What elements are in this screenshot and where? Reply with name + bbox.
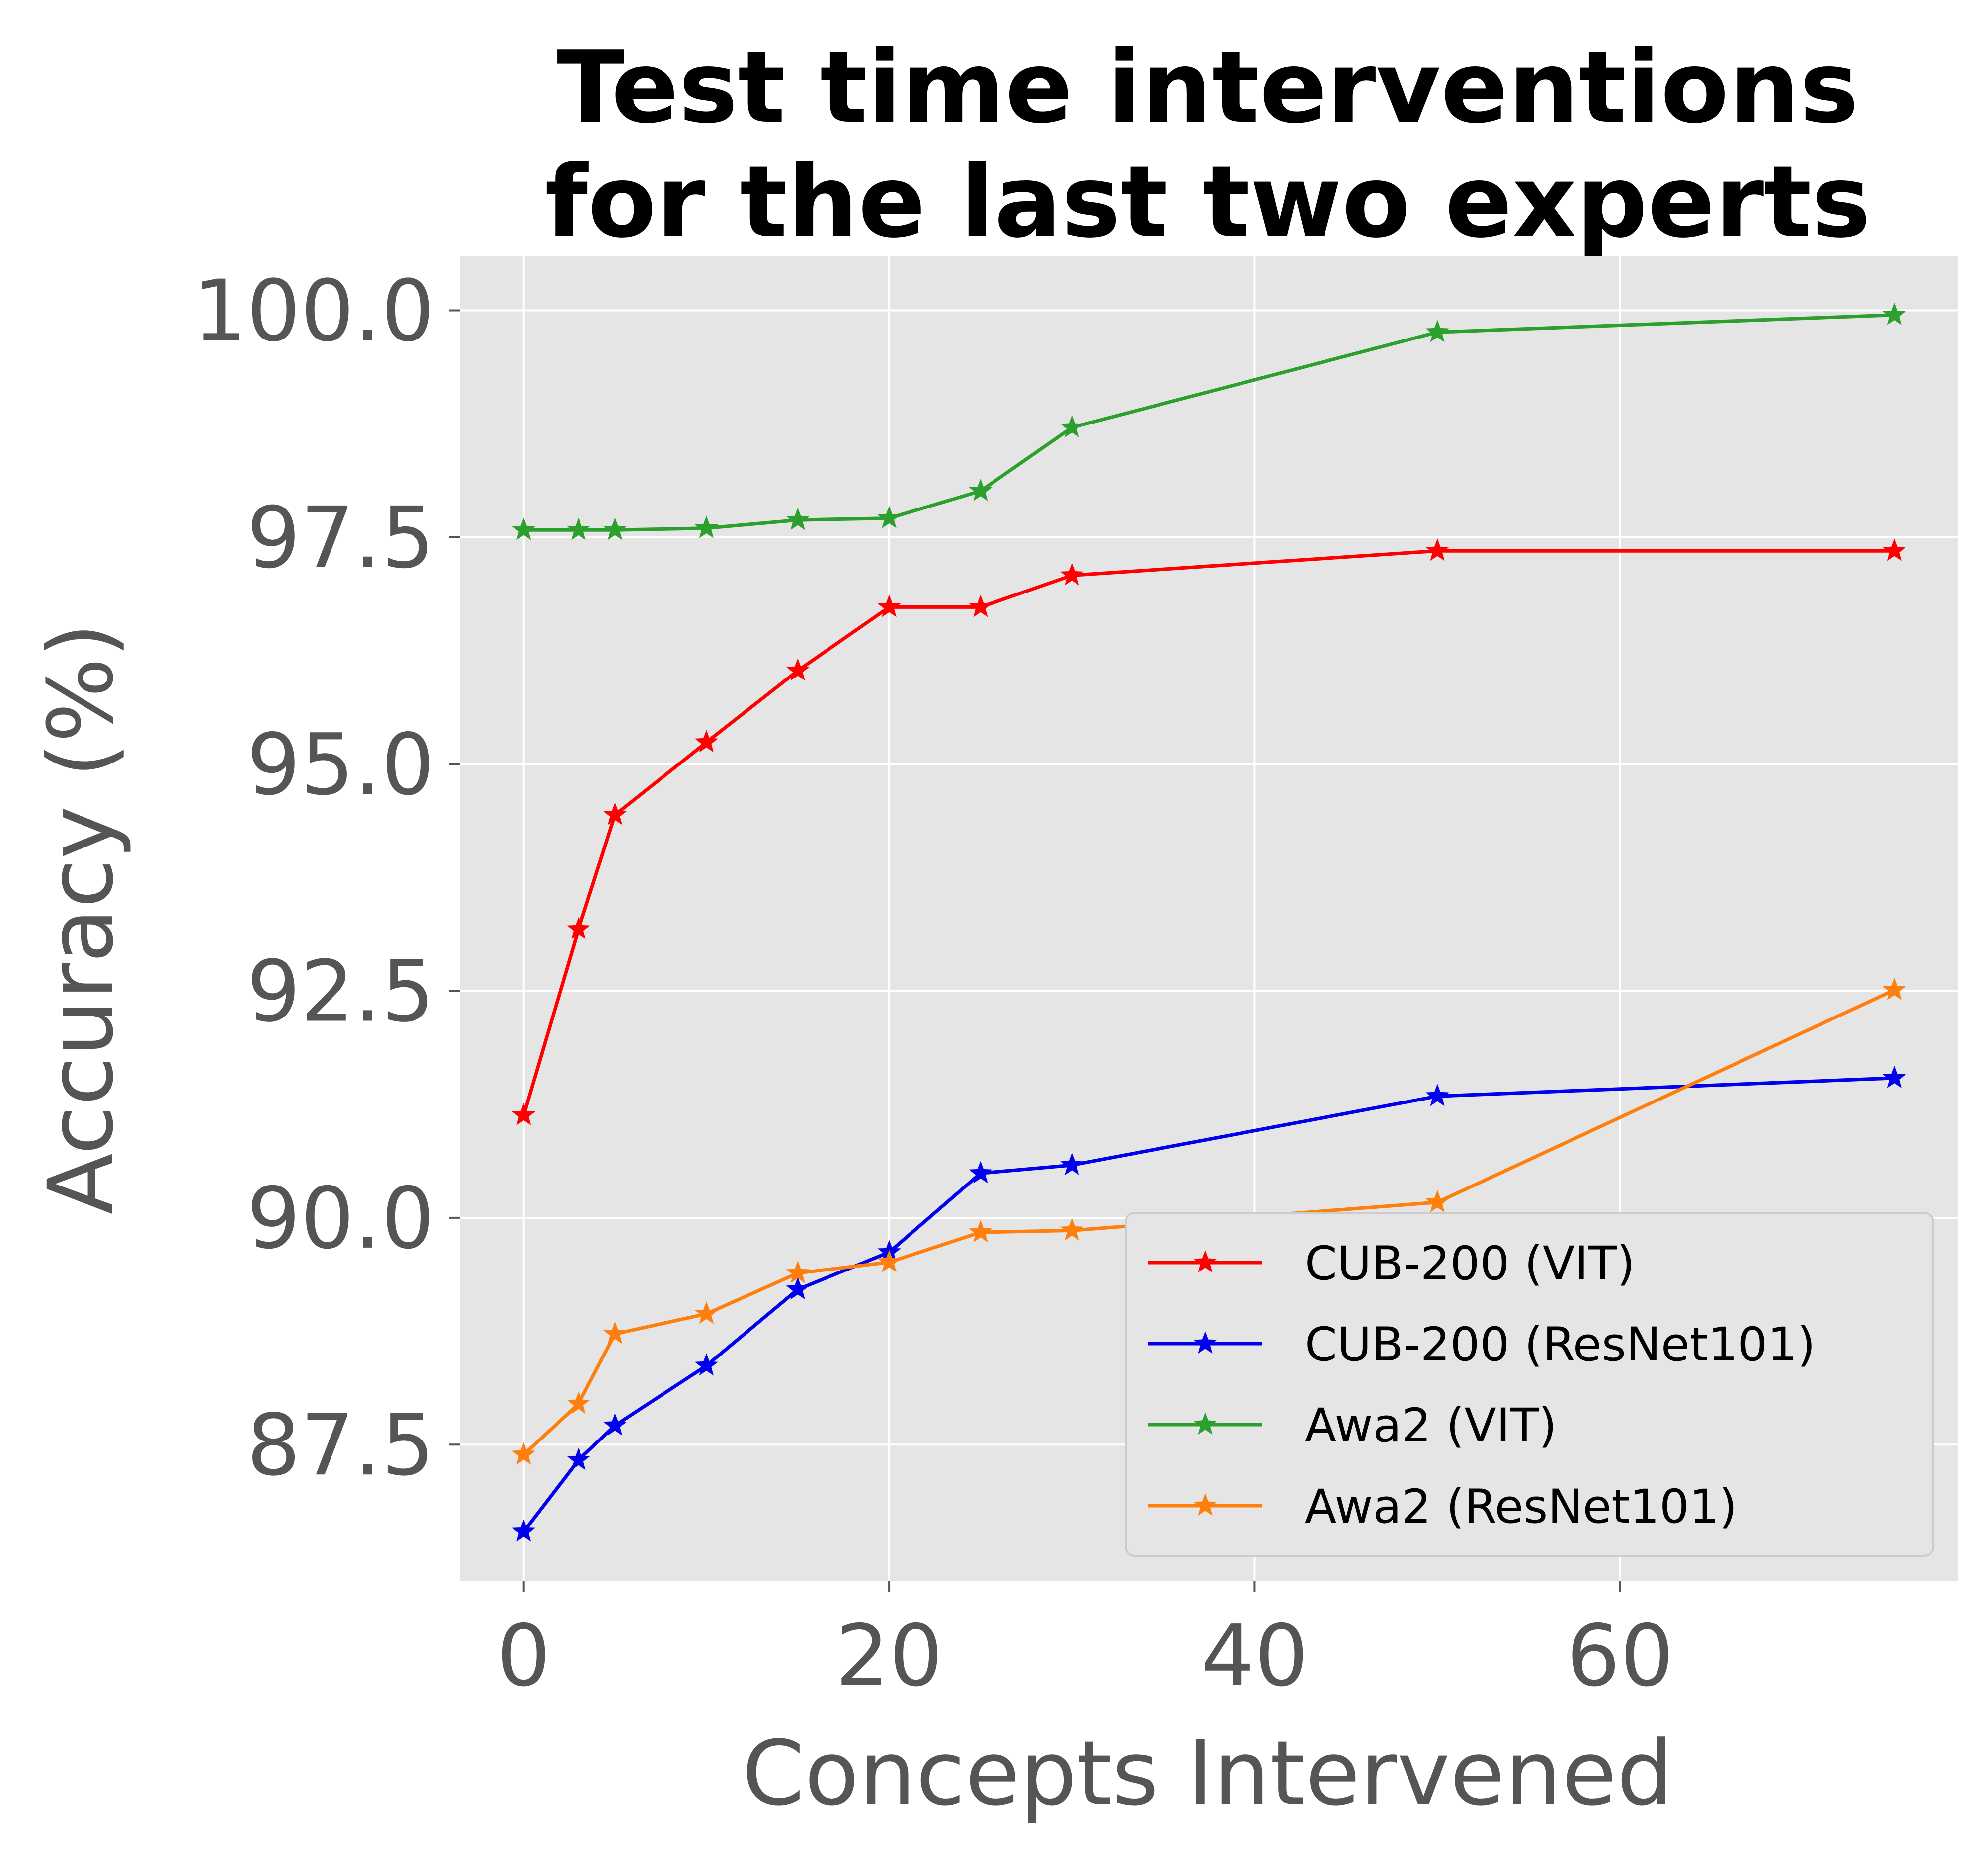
data-point xyxy=(877,1250,901,1272)
y-tick-label: 95.0 xyxy=(247,716,435,814)
legend-label: CUB-200 (VIT) xyxy=(1305,1237,1635,1291)
y-tick-label: 100.0 xyxy=(193,262,435,361)
data-point xyxy=(786,1261,810,1283)
data-point xyxy=(969,478,993,501)
data-point xyxy=(567,517,590,540)
series-line-cub-200-vit xyxy=(522,549,1895,1116)
data-point xyxy=(567,917,590,939)
data-point xyxy=(969,594,993,617)
legend-item-cub-200-resnet101: CUB-200 (ResNet101) xyxy=(1148,1318,1816,1372)
legend-marker xyxy=(1193,1493,1217,1516)
axis-ticks: 0 20 40 60 87.5 90.0 92.5 95.0 97.5 100.0 xyxy=(193,262,1674,1705)
legend-marker xyxy=(1193,1331,1217,1354)
data-point xyxy=(1882,302,1906,325)
legend-box xyxy=(1125,1212,1934,1557)
data-point xyxy=(603,517,627,540)
data-point xyxy=(512,1442,536,1465)
data-point xyxy=(1425,1084,1449,1106)
legend-marker xyxy=(1193,1412,1217,1435)
legend: CUB-200 (VIT) CUB-200 (ResNet101) Awa2 (VI… xyxy=(1125,1212,1934,1557)
data-point xyxy=(603,1321,627,1344)
y-tick-label: 87.5 xyxy=(247,1396,435,1495)
y-tick-label: 90.0 xyxy=(247,1170,435,1268)
legend-label: CUB-200 (ResNet101) xyxy=(1305,1318,1816,1372)
legend-marker xyxy=(1193,1250,1217,1273)
chart-title-line-1: Test time interventions xyxy=(557,30,1859,146)
series-awa2-vit xyxy=(512,302,1906,540)
data-point xyxy=(1425,1189,1449,1212)
series-cub-200-resnet101 xyxy=(512,1065,1906,1542)
series-cub-200-vit xyxy=(512,538,1906,1125)
data-point xyxy=(1882,977,1906,1000)
legend-item-cub-200-vit: CUB-200 (VIT) xyxy=(1148,1237,1635,1291)
legend-label: Awa2 (ResNet101) xyxy=(1305,1480,1737,1534)
data-point xyxy=(567,1447,590,1470)
data-point xyxy=(694,730,719,753)
data-point xyxy=(512,517,536,540)
series-line-awa2-vit xyxy=(523,313,1895,532)
data-point xyxy=(786,658,810,681)
legend-item-awa2-vit: Awa2 (VIT) xyxy=(1148,1399,1557,1453)
data-point xyxy=(603,1413,627,1436)
data-point xyxy=(877,506,901,528)
data-point xyxy=(694,1301,719,1324)
data-point xyxy=(1425,320,1449,342)
data-point xyxy=(969,1161,993,1184)
data-point xyxy=(786,508,810,530)
y-axis-label: Accuracy (%) xyxy=(29,623,133,1214)
data-point xyxy=(1882,538,1906,561)
data-point xyxy=(1882,1065,1906,1088)
x-tick-label: 60 xyxy=(1567,1607,1674,1705)
data-point xyxy=(1060,1218,1084,1241)
data-point xyxy=(603,802,627,825)
data-point xyxy=(1060,415,1084,438)
data-point xyxy=(877,594,901,617)
data-point xyxy=(512,1519,536,1542)
data-point xyxy=(969,1220,993,1243)
legend-label: Awa2 (VIT) xyxy=(1305,1399,1557,1453)
legend-item-awa2-resnet101: Awa2 (ResNet101) xyxy=(1148,1480,1737,1534)
series-line-cub-200-resnet101 xyxy=(522,1076,1895,1533)
y-tick-label: 92.5 xyxy=(247,943,435,1041)
x-tick-label: 20 xyxy=(835,1607,943,1705)
x-tick-label: 40 xyxy=(1201,1607,1308,1705)
x-axis-label: Concepts Intervened xyxy=(742,1722,1673,1826)
x-tick-label: 0 xyxy=(497,1607,551,1705)
data-point xyxy=(512,1102,536,1125)
data-point xyxy=(694,1353,719,1376)
data-point xyxy=(1060,1153,1084,1176)
data-point xyxy=(786,1277,810,1300)
data-point xyxy=(1425,538,1449,561)
data-point xyxy=(694,515,718,538)
data-point xyxy=(567,1391,590,1414)
y-tick-label: 97.5 xyxy=(247,489,435,588)
chart-title-line-2: for the last two experts xyxy=(545,144,1871,260)
data-point xyxy=(1060,563,1084,586)
